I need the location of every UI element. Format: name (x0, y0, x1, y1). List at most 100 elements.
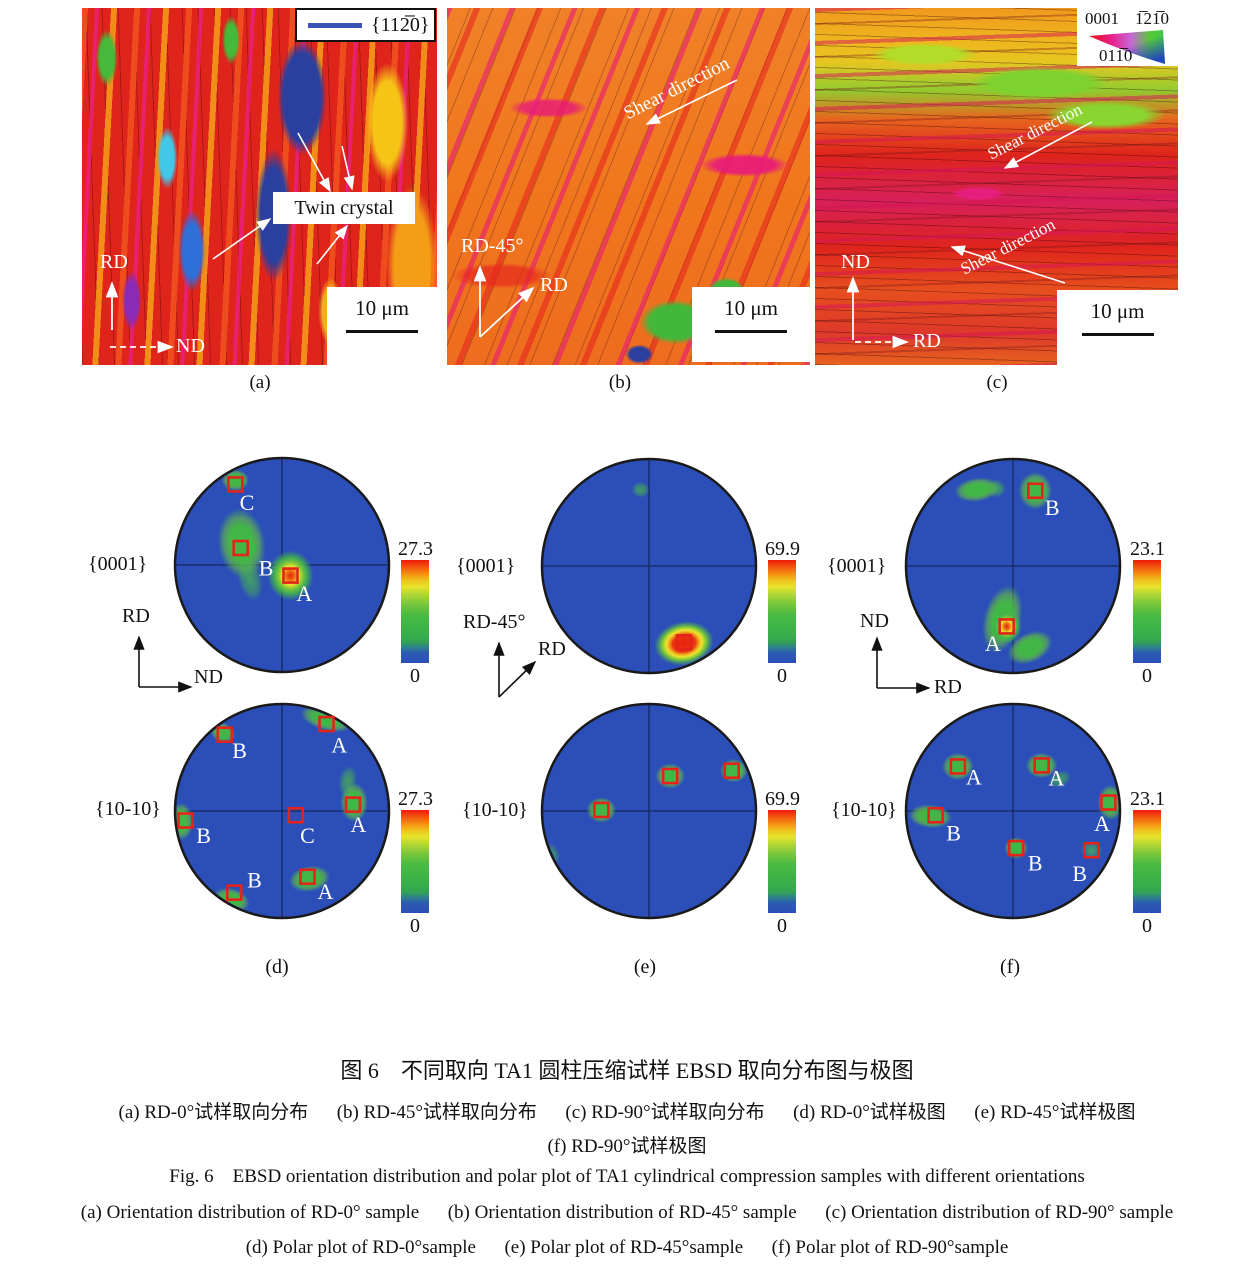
axis-label-rd: RD (122, 605, 150, 627)
component-label: B (232, 738, 247, 763)
key-label-0001: 0001 (1085, 9, 1119, 28)
ideal-orientation-marker (1100, 794, 1117, 811)
shear-direction-arrow-icon (950, 245, 1066, 284)
twin-crystal-label: Twin crystal (273, 192, 415, 224)
scale-bar-box: 10 μm (692, 287, 810, 362)
ebsd-map-rd45: Shear direction RD-45° RD 10 μm (447, 8, 810, 365)
pole-axes-f (871, 636, 931, 694)
pole-intensity-blob (1048, 770, 1072, 789)
ebsd-map-rd90: 0001 1̅21̅0 011̅ (815, 8, 1178, 365)
ideal-orientation-marker (949, 758, 967, 775)
axis-label-rd: RD (538, 638, 566, 660)
pole-intensity-blob (586, 796, 617, 823)
figure-title-en: Fig. 6 EBSD orientation distribution and… (169, 1166, 1085, 1187)
ideal-orientation-marker (177, 812, 194, 829)
scale-bar-label: 10 μm (1090, 299, 1145, 323)
ideal-orientation-marker (287, 806, 305, 824)
axis-label-rd: RD (540, 274, 568, 296)
scale-bar-line (346, 330, 418, 333)
pole-intensity-blob (1007, 630, 1053, 665)
scale-bar-label: 10 μm (355, 296, 409, 320)
component-label: B (196, 823, 211, 848)
component-label: A (1094, 811, 1110, 836)
pole-intensity-blob (986, 479, 1007, 498)
plane-label: {10-10} (462, 799, 528, 821)
intensity-blobs (217, 469, 314, 602)
scale-gradient (401, 810, 429, 913)
ideal-orientation-marker (998, 618, 1015, 635)
figure-title-zh: 图 6 不同取向 TA1 圆柱压缩试样 EBSD 取向分布图与极图 (340, 1058, 914, 1083)
twin-arrow-icon (316, 224, 348, 265)
ideal-orientation-marker (1026, 482, 1044, 500)
scale-max-label: 27.3 (398, 538, 433, 560)
axis-label-nd: ND (841, 251, 870, 273)
scale-gradient (1133, 560, 1161, 663)
pole-figure-plot: BA (904, 457, 1122, 675)
ideal-orientation-marker (675, 634, 693, 651)
scale-min-label: 0 (1142, 915, 1152, 937)
pole-intensity-blob (237, 558, 264, 602)
component-label: B (259, 556, 274, 581)
component-label: C (300, 823, 315, 848)
scale-max-label: 23.1 (1130, 788, 1165, 810)
panel-c-caption: (c) (986, 372, 1008, 393)
shear-direction-arrow-icon (1003, 121, 1093, 169)
pole-intensity-blob (991, 609, 1022, 644)
legend-box: {112̅0} (295, 8, 436, 42)
ideal-orientation-marker (226, 884, 243, 901)
ideal-orientation-marker (1083, 841, 1100, 859)
pole-intensity-blob (221, 469, 250, 492)
figure-subcaption-en-1: (a) Orientation distribution of RD-0° sa… (80, 1202, 1174, 1223)
twin-arrow-icon (212, 218, 272, 260)
component-label: A (331, 733, 347, 758)
figure-subcaption-zh-2: (f) RD-90°试样极图 (547, 1136, 707, 1157)
pole-figure-e-0001 (529, 446, 769, 686)
component-label: A (1049, 766, 1065, 791)
shear-direction-arrow-icon (645, 79, 738, 125)
component-label: A (296, 581, 312, 606)
scale-max-label: 27.3 (398, 788, 433, 810)
scale-bar-box: 10 μm (1057, 290, 1178, 365)
scale-max-label: 69.9 (765, 788, 800, 810)
twin-arrow-icon (341, 145, 355, 191)
ideal-orientation-marker (927, 806, 944, 824)
ideal-orientation-marker (723, 762, 740, 780)
ideal-orientation-marker (1007, 839, 1025, 857)
pole-intensity-blob (1080, 841, 1103, 860)
ideal-orientation-marker (318, 715, 335, 733)
ebsd-map-b-arrows (473, 79, 738, 338)
color-scale-bar: 27.3 0 (398, 788, 433, 938)
pole-figure-e-1010 (529, 691, 769, 931)
figure-subcaption-en-2: (d) Polar plot of RD-0°sample (e) Polar … (245, 1237, 1009, 1258)
ebsd-map-c-arrows (846, 121, 1093, 349)
scale-max-label: 23.1 (1130, 538, 1165, 560)
axis-label-nd: ND (176, 335, 205, 357)
pole-intensity-blob (1018, 471, 1053, 510)
pole-intensity-blob (654, 621, 714, 666)
ebsd-map-rd0: {112̅0} Twin crystal RD ND 10 μm (82, 8, 437, 365)
plane-label: {0001} (456, 555, 516, 577)
panel-b-caption: (b) (608, 372, 632, 393)
component-label: B (1028, 850, 1043, 875)
legend-plane-label: {112̅0} (371, 13, 430, 36)
axis-label-nd: ND (194, 666, 223, 688)
panel-a-caption: (a) (249, 372, 271, 393)
intensity-blobs (954, 471, 1053, 665)
pole-intensity-blob (1097, 784, 1119, 821)
scale-gradient (401, 560, 429, 663)
panel-f-caption: (f) (1000, 956, 1020, 978)
pole-intensity-blob (338, 765, 358, 798)
scale-min-label: 0 (777, 665, 787, 687)
ideal-orientation-marker (593, 801, 610, 819)
axis-label-rd: RD (934, 676, 962, 698)
axis-label-rd: RD (913, 330, 941, 352)
ideal-orientation-marker (1033, 757, 1050, 774)
ideal-orientation-marker (344, 796, 362, 813)
scale-bar-label: 10 μm (724, 296, 778, 320)
plane-label: {10-10} (831, 799, 897, 821)
key-label-1210: 1̅21̅0 (1135, 9, 1169, 28)
